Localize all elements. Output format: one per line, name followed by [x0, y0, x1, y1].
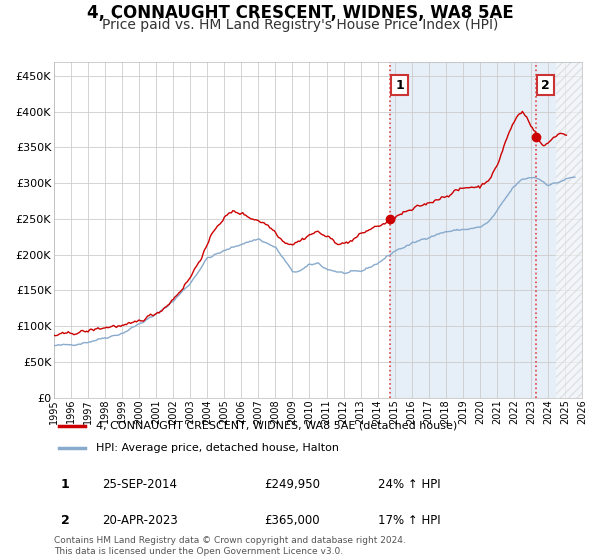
- Text: HPI: Average price, detached house, Halton: HPI: Average price, detached house, Halt…: [96, 443, 339, 453]
- Text: 4, CONNAUGHT CRESCENT, WIDNES, WA8 5AE: 4, CONNAUGHT CRESCENT, WIDNES, WA8 5AE: [86, 4, 514, 22]
- Bar: [556, 62, 582, 398]
- Text: 4, CONNAUGHT CRESCENT, WIDNES, WA8 5AE (detached house): 4, CONNAUGHT CRESCENT, WIDNES, WA8 5AE (…: [96, 421, 457, 431]
- Text: 2: 2: [541, 78, 550, 92]
- Text: £249,950: £249,950: [264, 478, 320, 491]
- Text: 25-SEP-2014: 25-SEP-2014: [102, 478, 177, 491]
- Bar: [556, 62, 582, 398]
- Text: 17% ↑ HPI: 17% ↑ HPI: [378, 514, 440, 528]
- Text: 20-APR-2023: 20-APR-2023: [102, 514, 178, 528]
- Text: 1: 1: [395, 78, 404, 92]
- Text: Price paid vs. HM Land Registry's House Price Index (HPI): Price paid vs. HM Land Registry's House …: [102, 18, 498, 32]
- Text: 24% ↑ HPI: 24% ↑ HPI: [378, 478, 440, 491]
- Text: Contains HM Land Registry data © Crown copyright and database right 2024.
This d: Contains HM Land Registry data © Crown c…: [54, 536, 406, 556]
- Text: 2: 2: [61, 514, 70, 528]
- Text: £365,000: £365,000: [264, 514, 320, 528]
- Bar: [390, 62, 582, 398]
- Text: 1: 1: [61, 478, 70, 491]
